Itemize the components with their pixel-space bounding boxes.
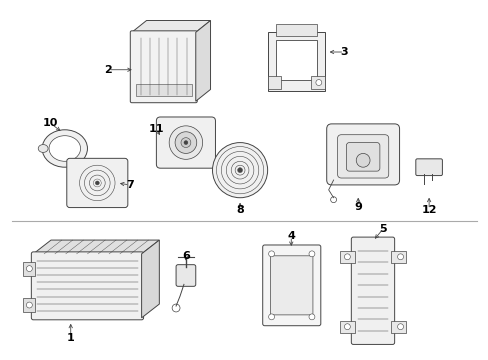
Circle shape (330, 197, 336, 203)
FancyBboxPatch shape (67, 158, 127, 208)
Circle shape (175, 132, 196, 153)
Text: 1: 1 (67, 333, 75, 342)
Bar (267, 76, 281, 89)
Circle shape (344, 324, 349, 330)
Bar (275, 40, 316, 80)
Text: 8: 8 (236, 204, 244, 215)
Text: 2: 2 (104, 65, 112, 75)
Bar (390, 251, 406, 263)
Circle shape (172, 304, 180, 312)
FancyBboxPatch shape (31, 252, 143, 320)
Text: 5: 5 (378, 224, 386, 234)
Bar (339, 251, 355, 263)
Bar (339, 321, 355, 333)
Circle shape (308, 314, 314, 320)
FancyBboxPatch shape (350, 237, 394, 345)
Circle shape (308, 251, 314, 257)
Circle shape (397, 324, 403, 330)
Circle shape (181, 138, 190, 148)
FancyBboxPatch shape (337, 135, 388, 178)
Polygon shape (195, 21, 210, 101)
Circle shape (26, 266, 32, 271)
Circle shape (268, 314, 274, 320)
Circle shape (237, 168, 242, 172)
Text: 9: 9 (353, 202, 362, 212)
FancyBboxPatch shape (270, 256, 312, 315)
FancyBboxPatch shape (415, 159, 442, 176)
FancyBboxPatch shape (346, 143, 379, 171)
Text: 7: 7 (126, 180, 133, 190)
FancyBboxPatch shape (262, 245, 320, 326)
FancyBboxPatch shape (176, 265, 195, 286)
Bar (267, 32, 324, 91)
Text: 6: 6 (182, 251, 189, 261)
Circle shape (315, 80, 321, 85)
Circle shape (268, 251, 274, 257)
Polygon shape (142, 240, 159, 318)
Circle shape (169, 126, 202, 159)
Ellipse shape (38, 145, 48, 152)
Circle shape (397, 254, 403, 260)
Bar (275, 24, 316, 36)
FancyBboxPatch shape (326, 124, 399, 185)
Ellipse shape (42, 130, 87, 167)
Bar (23, 298, 35, 312)
FancyBboxPatch shape (156, 117, 215, 168)
Text: 12: 12 (421, 204, 436, 215)
Ellipse shape (49, 136, 81, 161)
Polygon shape (131, 21, 210, 32)
Bar (310, 76, 324, 89)
Circle shape (95, 181, 99, 185)
Bar (136, 84, 191, 96)
Bar (390, 321, 406, 333)
Circle shape (183, 141, 187, 145)
Text: 11: 11 (148, 124, 164, 134)
Circle shape (356, 153, 369, 167)
Text: 10: 10 (42, 118, 58, 128)
Bar (23, 262, 35, 275)
FancyBboxPatch shape (130, 31, 197, 103)
Circle shape (344, 254, 349, 260)
Text: 3: 3 (340, 47, 347, 57)
Text: 4: 4 (287, 231, 295, 241)
Polygon shape (33, 240, 159, 254)
Circle shape (26, 302, 32, 308)
Circle shape (212, 143, 267, 198)
